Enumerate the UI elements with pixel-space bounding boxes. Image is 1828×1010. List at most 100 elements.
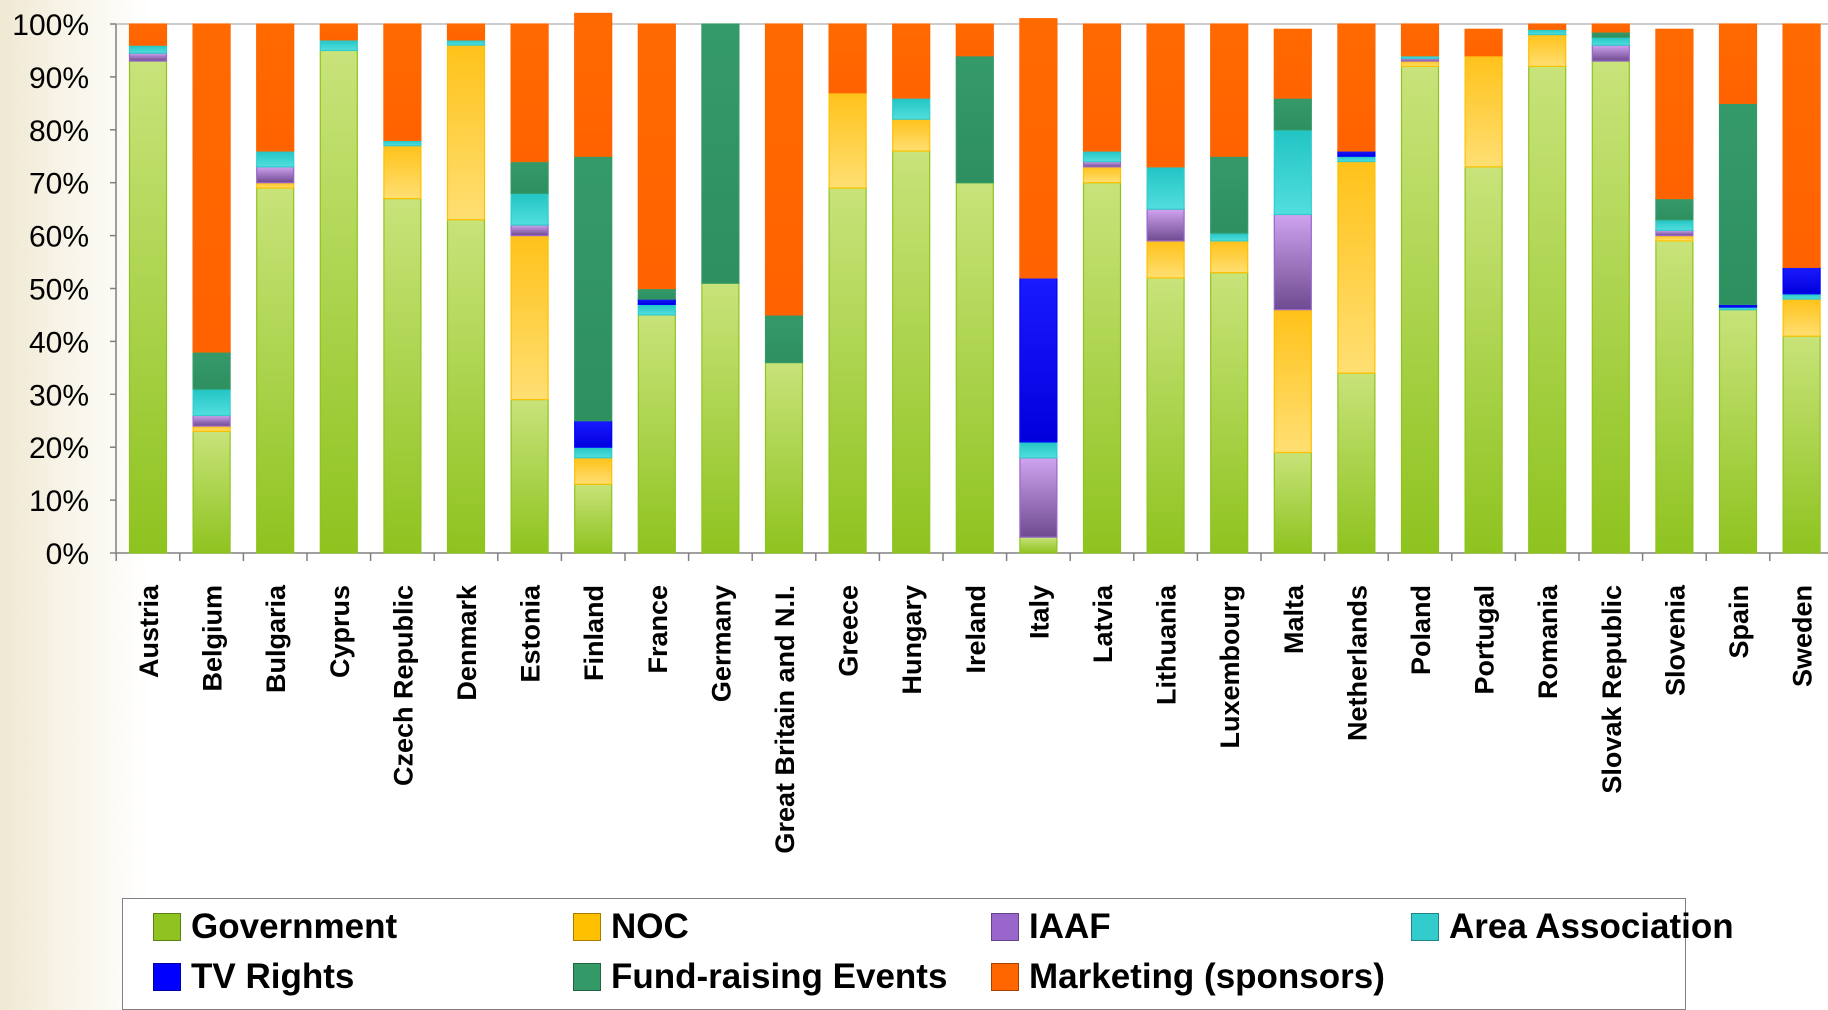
bar-stack-denmark: [446, 23, 486, 554]
bar-segment-area-association-romania: [1528, 28, 1567, 36]
bar-segment-marketing-sponsors-great-britain-and-n-i: [764, 23, 804, 316]
bar-segment-area-association-malta: [1273, 129, 1312, 216]
bar-stack-luxembourg: [1210, 23, 1249, 554]
bar-segment-marketing-sponsors-netherlands: [1337, 23, 1376, 152]
bar-segment-government-sweden: [1782, 335, 1821, 554]
bar-segment-marketing-sponsors-latvia: [1082, 23, 1122, 152]
bar-segment-iaaf-lithuania: [1146, 208, 1185, 242]
legend-swatch: [153, 913, 181, 941]
legend-label: Area Association: [1449, 907, 1734, 946]
bar-stack-ireland: [955, 23, 994, 554]
legend-item-iaaf: IAAF: [991, 907, 1111, 947]
x-tick-label: Netherlands: [1342, 585, 1372, 741]
bar-segment-marketing-sponsors-romania: [1528, 23, 1567, 30]
legend-label: NOC: [611, 907, 689, 946]
bar-segment-area-association-finland: [574, 446, 613, 459]
x-tick-label: Hungary: [897, 585, 927, 695]
bar-segment-area-association-lithuania: [1146, 166, 1185, 210]
bar-segment-marketing-sponsors-czech-republic: [383, 23, 422, 141]
bar-segment-noc-netherlands: [1337, 160, 1376, 374]
bar-stack-slovenia: [1655, 28, 1694, 554]
bar-stack-romania: [1528, 23, 1567, 554]
legend-item-tv-rights: TV Rights: [153, 957, 354, 997]
x-tick-label: Ireland: [961, 585, 991, 674]
x-tick-label: Belgium: [198, 585, 228, 692]
bar-segment-government-portugal: [1464, 166, 1503, 554]
bar-stack-lithuania: [1146, 23, 1185, 554]
y-tick-label: 100%: [12, 9, 89, 42]
bar-segment-fund-raising-events-france: [637, 287, 676, 300]
bar-segment-fund-raising-events-spain: [1718, 102, 1758, 305]
bar-segment-noc-finland: [574, 457, 613, 485]
y-tick-label: 30%: [29, 379, 89, 412]
x-tick-label: Slovenia: [1660, 584, 1690, 696]
bar-segment-government-greece: [828, 187, 867, 554]
x-tick-label: Bulgaria: [261, 584, 291, 693]
legend-label: Marketing (sponsors): [1029, 957, 1385, 996]
bar-stack-belgium: [192, 23, 231, 554]
bar-segment-tv-rights-italy: [1019, 277, 1058, 443]
bar-segment-government-lithuania: [1146, 277, 1185, 554]
chart-labels: Austria Belgium Bulgaria Cyprus Czech Republ…: [134, 584, 1818, 854]
bar-segment-iaaf-austria: [128, 52, 168, 62]
bar-stack-spain: [1718, 23, 1758, 554]
bar-segment-area-association-france: [637, 303, 676, 316]
bar-segment-marketing-sponsors-denmark: [446, 23, 486, 41]
bar-segment-noc-poland: [1400, 60, 1440, 67]
x-tick-label: Great Britain and N.I.: [770, 585, 800, 854]
bar-segment-marketing-sponsors-slovenia: [1655, 28, 1694, 200]
bar-segment-government-netherlands: [1337, 372, 1376, 554]
bar-stack-estonia: [510, 23, 549, 554]
legend-swatch: [991, 913, 1019, 941]
bar-stack-poland: [1400, 23, 1440, 554]
legend-label: IAAF: [1029, 907, 1111, 946]
bar-segment-area-association-hungary: [892, 97, 931, 120]
bar-segment-tv-rights-sweden: [1782, 266, 1821, 295]
bar-segment-noc-belgium: [192, 425, 231, 432]
legend-item-area-association: Area Association: [1411, 907, 1734, 947]
bar-segment-marketing-sponsors-sweden: [1782, 23, 1821, 268]
bar-stack-germany: [701, 23, 740, 554]
bar-stack-austria: [128, 23, 168, 554]
bar-stack-portugal: [1464, 28, 1503, 554]
bar-segment-area-association-estonia: [510, 192, 549, 226]
y-tick-label: 70%: [29, 168, 89, 201]
bar-segment-government-latvia: [1082, 182, 1122, 554]
bar-segment-noc-sweden: [1782, 298, 1821, 337]
bar-segment-government-germany: [701, 282, 740, 554]
legend-swatch: [1411, 913, 1439, 941]
x-tick-label: Austria: [134, 584, 164, 678]
bar-segment-government-ireland: [955, 182, 994, 554]
bar-segment-fund-raising-events-malta: [1273, 97, 1312, 131]
legend-label: Government: [191, 907, 398, 946]
bar-segment-government-belgium: [192, 430, 231, 554]
legend-swatch: [153, 963, 181, 991]
y-tick-label: 0%: [46, 538, 89, 571]
bar-segment-marketing-sponsors-france: [637, 23, 676, 290]
bar-segment-marketing-sponsors-estonia: [510, 23, 549, 163]
legend-item-noc: NOC: [573, 907, 689, 947]
bar-segment-iaaf-estonia: [510, 224, 549, 237]
bar-segment-marketing-sponsors-ireland: [955, 23, 994, 57]
bar-segment-area-association-bulgaria: [256, 150, 295, 168]
x-tick-label: Malta: [1279, 584, 1309, 654]
bar-segment-marketing-sponsors-italy: [1019, 18, 1058, 279]
legend-swatch: [991, 963, 1019, 991]
bar-segment-noc-greece: [828, 92, 867, 189]
bar-segment-noc-lithuania: [1146, 240, 1185, 279]
bar-segment-noc-malta: [1273, 309, 1312, 454]
bar-segment-government-france: [637, 314, 676, 554]
bar-stack-slovak-republic: [1591, 23, 1630, 554]
bar-segment-government-finland: [574, 483, 613, 554]
bar-segment-area-association-cyprus: [319, 39, 358, 52]
bar-segment-marketing-sponsors-bulgaria: [256, 23, 295, 152]
x-tick-label: Estonia: [516, 584, 546, 683]
y-tick-label: 80%: [29, 115, 89, 148]
bar-segment-area-association-luxembourg: [1210, 232, 1249, 242]
bar-segment-marketing-sponsors-finland: [574, 12, 613, 157]
bar-segment-area-association-latvia: [1082, 150, 1122, 163]
bar-segment-noc-romania: [1528, 33, 1567, 67]
bar-stack-great-britain-and-n-i: [764, 23, 804, 554]
bar-stack-hungary: [892, 23, 931, 554]
